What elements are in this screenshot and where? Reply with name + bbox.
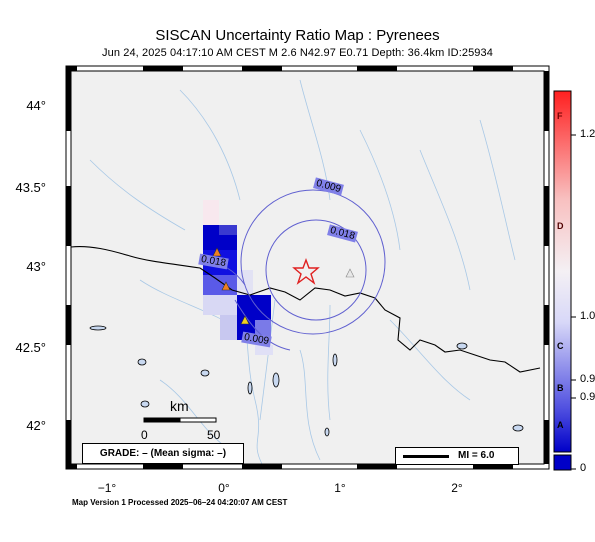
scale-unit: km xyxy=(170,398,189,414)
map-background xyxy=(71,71,544,464)
lat-label: 44° xyxy=(26,98,46,113)
lon-label: 1° xyxy=(334,481,346,495)
colorbar-value: 0.9 xyxy=(580,373,595,385)
colorbar xyxy=(553,90,576,471)
lon-label: −1° xyxy=(97,481,117,495)
colorbar-value: 1.2 xyxy=(580,128,595,140)
map-frame xyxy=(65,65,550,470)
grade-letter: D xyxy=(557,221,564,231)
mi-legend: MI = 6.0 xyxy=(395,447,519,465)
stations xyxy=(212,247,355,325)
lon-label: 0° xyxy=(218,481,230,495)
lat-label: 42.5° xyxy=(15,340,46,355)
colorbar-value: 1.0 xyxy=(580,310,595,322)
map-footer: Map Version 1 Processed 2025–06–24 04:20… xyxy=(72,498,288,507)
station-triangle xyxy=(221,281,231,291)
scale-tick: 50 xyxy=(207,428,221,442)
lat-label: 43.5° xyxy=(15,180,46,195)
event-info: Jun 24, 2025 04:17:10 AM CEST M 2.6 N42.… xyxy=(102,47,493,59)
grade-letter: C xyxy=(557,341,564,351)
grade-box: GRADE: – (Mean sigma: –) xyxy=(82,443,244,464)
mi-text: MI = 6.0 xyxy=(458,450,495,461)
lakes xyxy=(89,325,524,437)
station-triangle xyxy=(345,268,355,278)
lat-label: 43° xyxy=(26,259,46,274)
map-title: SISCAN Uncertainty Ratio Map : Pyrenees xyxy=(155,27,440,44)
coastline xyxy=(70,246,541,373)
station-triangle xyxy=(240,315,250,325)
lon-label: 2° xyxy=(451,481,463,495)
colorbar-value: 0 xyxy=(580,462,587,474)
colorbar-value: 0.9 xyxy=(580,391,595,403)
grade-letter: A xyxy=(557,420,564,430)
grade-letter: F xyxy=(557,111,563,121)
scale-bar xyxy=(143,417,217,423)
mi-line-icon xyxy=(403,455,449,458)
grade-letter: B xyxy=(557,383,564,393)
scale-tick: 0 xyxy=(141,428,148,442)
epicenter-star xyxy=(292,258,320,285)
lat-label: 42° xyxy=(26,418,46,433)
